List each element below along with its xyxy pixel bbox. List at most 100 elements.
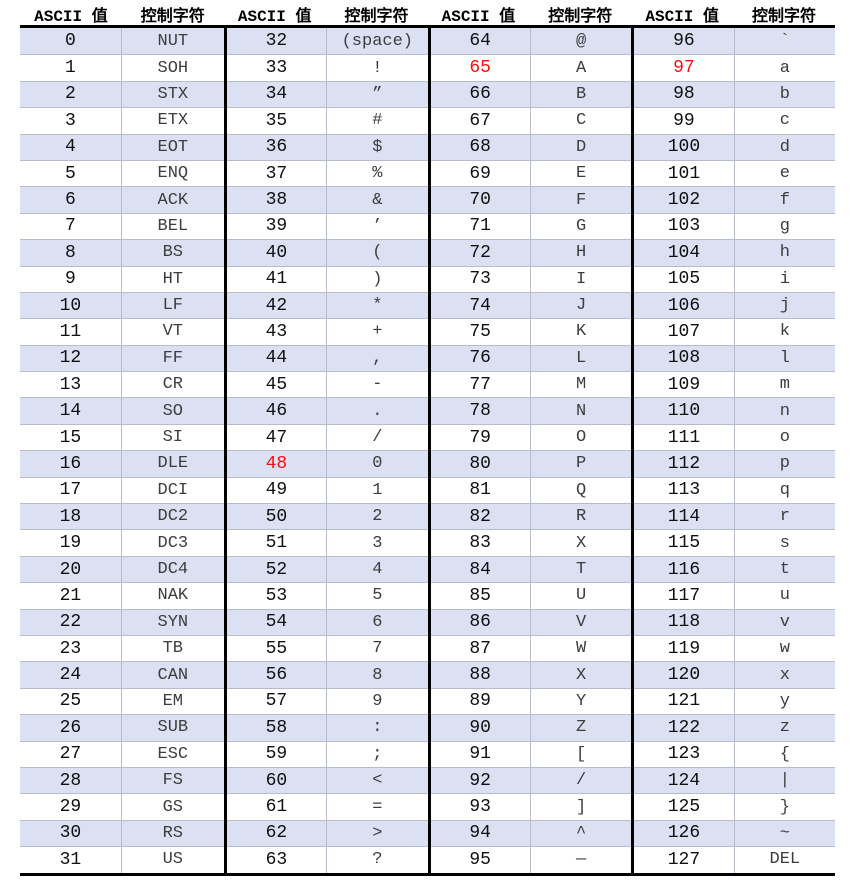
ascii-value-cell: 116 (634, 556, 735, 583)
table-row: 113 q (634, 476, 835, 504)
ascii-value-cell: 1 (20, 55, 122, 81)
ascii-value-cell: 112 (634, 451, 735, 477)
table-row: 71 G (430, 212, 632, 240)
control-char-cell: DC2 (157, 507, 189, 527)
control-char-cell: SOH (157, 58, 189, 78)
control-char-cell: l (779, 348, 790, 368)
table-row: 54 6 (226, 608, 428, 635)
table-row: 111 o (634, 423, 835, 451)
ascii-value-cell: 94 (431, 820, 531, 847)
ascii-value-header: ASCII 值 (645, 7, 719, 26)
ascii-table: ASCII 值 控制字符 0 NUT 1 SOH 2 STX 3 ETX 4 EOT 5 ENQ 6 AC… (20, 2, 835, 876)
control-char-cell: 4 (372, 560, 383, 579)
control-char-cell: G (575, 216, 587, 236)
control-char-cell: ` (779, 31, 790, 51)
control-char-cell: J (575, 296, 587, 316)
control-char-cell: GS (162, 797, 184, 817)
table-row: 53 5 (226, 582, 428, 609)
ascii-value-cell: 96 (634, 28, 735, 55)
control-char-cell: ~ (779, 823, 790, 843)
table-row: 20 DC4 (20, 555, 224, 583)
table-row: 85 U (430, 582, 632, 609)
table-row: 115 s (634, 529, 835, 556)
control-char-cell: 1 (372, 480, 383, 500)
ascii-value-cell: 24 (20, 662, 122, 688)
ascii-value-cell: 109 (634, 372, 735, 398)
table-row: 76 L (430, 344, 632, 372)
ascii-value-cell: 12 (20, 345, 122, 372)
table-row: 114 r (634, 503, 835, 530)
table-row: 100 d (634, 133, 835, 160)
table-row: 97 a (634, 54, 835, 81)
ascii-value-cell: 106 (634, 292, 735, 319)
table-row: 43 + (226, 318, 428, 345)
ascii-value-cell: 121 (634, 688, 735, 715)
ascii-value-cell: 58 (227, 715, 328, 741)
control-char-cell: ! (372, 58, 383, 78)
ascii-value-cell: 0 (20, 28, 122, 55)
control-char-cell: . (372, 401, 383, 421)
table-row: 50 2 (226, 503, 428, 530)
ascii-value-cell: 113 (634, 477, 735, 504)
group-body: 64 @65 A 66 B 67 C 68 D 69 E 70 F 71 G 72 H 73 I 74 J 75 K 76 L 7… (427, 28, 632, 873)
table-row: 69 E (430, 159, 632, 187)
control-char-cell: ENQ (157, 164, 189, 184)
ascii-value-cell: 32 (227, 28, 328, 55)
control-char-cell: U (575, 586, 587, 606)
ascii-value-cell: 123 (634, 741, 735, 767)
control-char-cell: T (575, 560, 587, 579)
control-char-header: 控制字符 (752, 7, 817, 26)
control-char-cell: K (575, 322, 587, 342)
control-char-cell: NAK (157, 586, 189, 606)
control-char-cell: t (779, 560, 790, 579)
ascii-value-cell: 28 (20, 767, 122, 794)
table-row: 108 l (634, 344, 835, 372)
ascii-value-cell: 37 (227, 160, 328, 187)
ascii-value-cell: 85 (431, 583, 531, 609)
ascii-value-cell: 23 (20, 635, 122, 662)
table-row: 27 ESC (20, 740, 224, 767)
table-row: 15 SI (20, 423, 224, 451)
ascii-value-cell: 110 (634, 398, 735, 424)
ascii-value-cell: 99 (634, 108, 735, 134)
table-row: 58: (226, 714, 428, 741)
control-char-cell: L (575, 348, 587, 368)
ascii-value-cell: 86 (431, 609, 531, 635)
ascii-value-cell: 87 (431, 635, 531, 662)
table-row: 124 | (634, 766, 835, 794)
ascii-table-group-96-127: ASCII 值 控制字符 96 ` 97 a 98 b 99 c 100 d 101 e 102 f 103… (631, 2, 835, 873)
table-row: 98 b (634, 80, 835, 108)
control-char-cell: M (575, 375, 587, 395)
table-row: 103 g (634, 212, 835, 240)
table-row: 25 EM (20, 687, 224, 715)
ascii-value-cell: 51 (227, 530, 328, 556)
ascii-value-cell: 13 (20, 372, 122, 398)
control-char-cell: 7 (372, 639, 383, 659)
control-char-cell: FS (162, 771, 184, 791)
table-row: 18 DC2 (20, 503, 224, 530)
control-char-cell: j (779, 296, 790, 316)
ascii-value-cell: 105 (634, 266, 735, 292)
ascii-value-cell: 90 (431, 715, 531, 741)
control-char-cell: C (575, 111, 587, 131)
table-row: 125} (634, 793, 835, 820)
group-header: ASCII 值 控制字符 (223, 2, 428, 28)
table-row: 83 X (430, 529, 632, 556)
ascii-value-cell: 35 (227, 108, 328, 134)
control-char-cell: ? (372, 850, 383, 870)
control-char-cell: X (575, 665, 587, 685)
ascii-value-cell: 27 (20, 741, 122, 767)
control-char-cell: / (575, 771, 587, 791)
ascii-value-cell: 117 (634, 583, 735, 609)
control-char-cell: c (779, 111, 790, 131)
control-char-cell: 2 (372, 507, 383, 527)
ascii-value-cell: 104 (634, 240, 735, 266)
control-char-cell: y (779, 691, 790, 711)
ascii-value-cell: 25 (20, 688, 122, 715)
table-row: 116 t (634, 555, 835, 583)
control-char-cell: V (575, 612, 587, 632)
ascii-value-cell: 46 (227, 398, 328, 424)
table-row: 24 CAN (20, 661, 224, 688)
table-row: 94 ^ (430, 819, 632, 847)
control-char-cell: (space) (341, 31, 414, 51)
